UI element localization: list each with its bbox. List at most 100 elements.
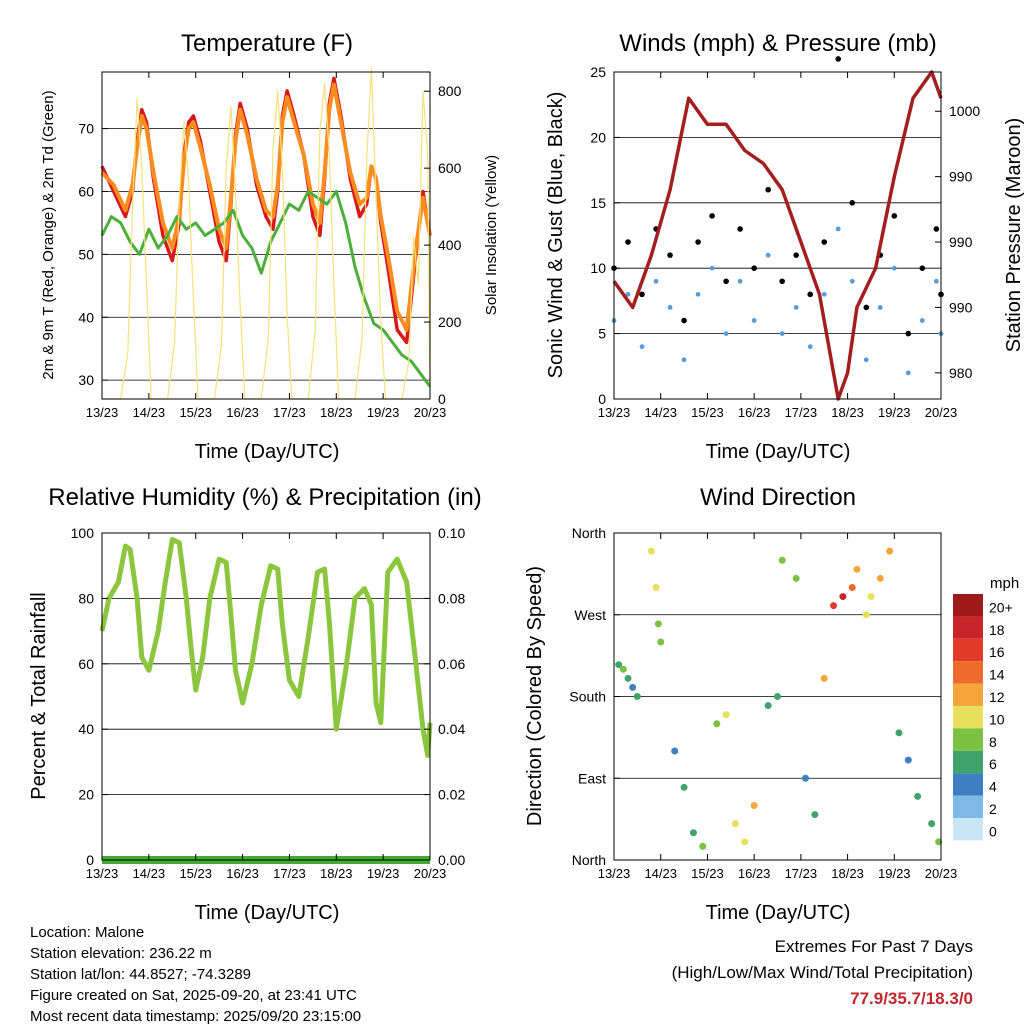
direction-point <box>904 756 912 764</box>
x-tick-label: 19/23 <box>367 405 400 420</box>
x-tick-label: 18/23 <box>831 405 864 420</box>
x-tick-label: 17/23 <box>785 866 818 881</box>
direction-point <box>764 702 772 710</box>
gust-point <box>765 186 771 193</box>
gust-point <box>625 239 631 245</box>
y-tick-label: 60 <box>78 183 94 199</box>
colorbar-swatch <box>953 818 983 841</box>
direction-point <box>811 811 819 819</box>
gust-point <box>835 56 842 62</box>
direction-point <box>624 674 632 682</box>
colorbar-swatch <box>953 661 983 684</box>
direction-point <box>619 665 627 673</box>
x-tick-label: 14/23 <box>133 866 166 881</box>
gust-point <box>681 317 687 324</box>
y2-tick-label: 400 <box>438 237 462 253</box>
colorbar-label: 4 <box>989 779 997 795</box>
x-tick-label: 13/23 <box>86 405 119 420</box>
y2-tick-label: 800 <box>438 83 462 99</box>
colorbar-swatch <box>953 728 983 751</box>
sonic-wind-point <box>919 318 925 323</box>
x-tick-label: 15/23 <box>179 866 212 881</box>
gust-point <box>933 226 940 232</box>
y2-tick-label: 980 <box>949 365 973 381</box>
station-info: Location: Malone Station elevation: 236.… <box>30 922 361 1027</box>
gust-point <box>695 239 701 245</box>
y-tick-label: East <box>578 770 606 786</box>
direction-point <box>713 720 721 728</box>
y2-tick-label: 0.06 <box>438 656 465 672</box>
plot-frame <box>101 71 431 400</box>
colorbar-label: 18 <box>989 622 1005 638</box>
gust-point <box>793 252 799 258</box>
y-tick-label: 20 <box>78 787 94 803</box>
temperature-xlabel: Time (Day/UTC) <box>195 441 340 463</box>
direction-point <box>633 693 641 700</box>
x-tick-label: 17/23 <box>785 405 818 420</box>
sonic-wind-point <box>695 291 701 297</box>
x-tick-label: 14/23 <box>133 405 166 420</box>
colorbar-swatch <box>953 750 983 774</box>
x-tick-label: 14/23 <box>644 866 677 881</box>
winds-pressure-chart: Winds (mph) & Pressure (mb) 13/23 14/23 15… <box>545 30 1024 463</box>
station-latlon: Station lat/lon: 44.8527; -74.3289 <box>30 966 252 983</box>
dewpoint-line <box>100 190 432 388</box>
x-tick-label: 18/23 <box>320 866 353 881</box>
colorbar-swatch <box>953 616 983 639</box>
colorbar-label: 2 <box>989 801 997 817</box>
direction-point <box>848 584 856 591</box>
temperature-y2label: Solar Insolation (Yellow) <box>483 155 500 315</box>
winds-chart-title: Winds (mph) & Pressure (mb) <box>619 30 936 57</box>
gust-point <box>709 213 715 219</box>
y2-tick-label: 0.08 <box>438 590 465 606</box>
sonic-wind-point <box>863 357 869 363</box>
sonic-wind-point <box>737 278 743 284</box>
y-tick-label: 10 <box>590 260 606 276</box>
sonic-wind-point <box>765 252 771 258</box>
y2-tick-label: 0 <box>438 391 446 407</box>
direction-point <box>654 620 662 628</box>
wind-direction-plot-area: 13/23 14/23 15/23 16/23 17/23 18/23 19/23 20/23… <box>569 525 957 881</box>
x-tick-label: 20/23 <box>414 405 447 420</box>
pressure-line <box>612 70 943 401</box>
direction-point <box>722 711 730 719</box>
x-tick-label: 20/23 <box>925 405 958 420</box>
colorbar-swatch <box>953 773 983 796</box>
station-location: Location: Malone <box>30 924 145 941</box>
x-tick-label: 16/23 <box>738 405 771 420</box>
wind-direction-chart: Wind Direction 13/23 14/23 15/23 16/23 17/23… <box>524 484 1019 924</box>
direction-point <box>657 638 665 646</box>
y-tick-label: 20 <box>590 129 606 145</box>
gust-point <box>779 278 785 285</box>
colorbar-label: 6 <box>989 756 997 772</box>
y-tick-label: 80 <box>78 590 94 606</box>
x-tick-label: 16/23 <box>226 405 259 420</box>
sonic-wind-point <box>849 278 855 284</box>
colorbar-swatch <box>953 638 983 662</box>
colorbar-label: 12 <box>989 689 1005 705</box>
sonic-wind-point <box>751 318 757 323</box>
gust-point <box>751 265 757 272</box>
humidity-plot-area: 13/23 14/23 15/23 16/23 17/23 18/23 19/23 20/23… <box>71 525 466 881</box>
y2-tick-label: 1000 <box>949 103 980 119</box>
x-tick-label: 19/23 <box>878 405 911 420</box>
colorbar-label: 16 <box>989 644 1005 660</box>
sonic-wind-point <box>835 226 841 232</box>
sonic-wind-point <box>821 291 827 297</box>
station-elevation: Station elevation: 236.22 m <box>30 945 212 962</box>
y-tick-label: 25 <box>590 64 606 80</box>
humidity-chart-title: Relative Humidity (%) & Precipitation (i… <box>48 484 481 511</box>
sonic-wind-point <box>667 305 673 310</box>
wind-direction-xlabel: Time (Day/UTC) <box>706 902 851 924</box>
colorbar-swatch <box>953 594 983 617</box>
humidity-ylabel: Percent & Total Rainfall <box>28 592 50 800</box>
direction-point <box>680 783 688 791</box>
colorbar-swatch <box>953 683 983 706</box>
direction-point <box>741 838 749 846</box>
direction-point <box>652 584 660 591</box>
y-tick-label: South <box>569 689 606 705</box>
temperature-ylabel: 2m & 9m T (Red, Orange) & 2m Td (Green) <box>40 90 57 379</box>
y2-tick-label: 0.04 <box>438 721 465 737</box>
direction-point <box>689 829 697 837</box>
